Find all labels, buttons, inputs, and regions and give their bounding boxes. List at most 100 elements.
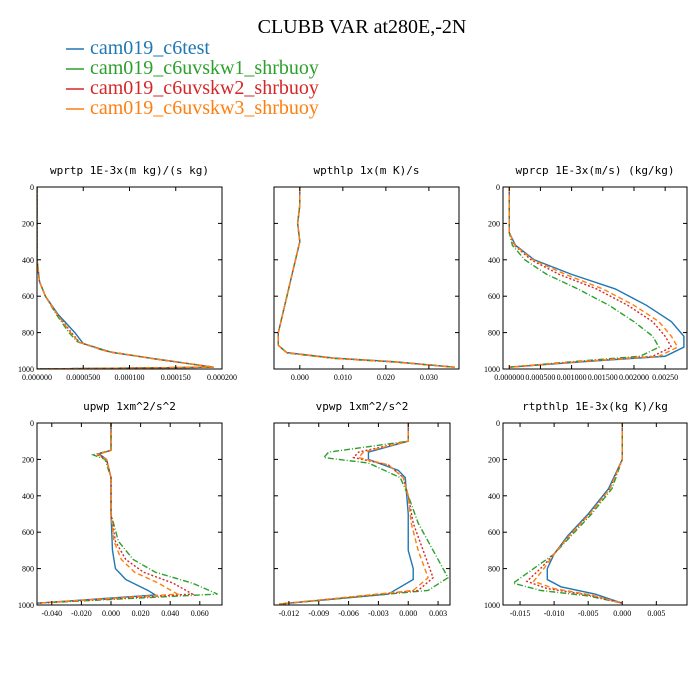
y-tick-label: 600	[22, 528, 34, 537]
series-line	[278, 423, 449, 605]
axis-frame	[273, 422, 451, 606]
y-tick-label: 200	[22, 219, 34, 228]
legend-entry: cam019_c6uvskw3_shrbuoy	[90, 97, 319, 119]
legend-entry: cam019_c6uvskw1_shrbuoy	[90, 57, 319, 79]
x-tick-label: 0.000	[102, 609, 120, 618]
y-tick-label: 800	[22, 329, 34, 338]
legend-entry: cam019_c6test	[90, 37, 210, 59]
y-tick-label: 600	[22, 292, 34, 301]
x-tick-label: -0.006	[338, 609, 359, 618]
x-tick-label: 0.000000	[494, 373, 524, 382]
series-line	[508, 187, 679, 368]
x-tick-label: -0.005	[578, 609, 599, 618]
y-tick-label: 1000	[484, 365, 500, 374]
series-line	[37, 423, 195, 604]
y-tick-label: 1000	[18, 365, 34, 374]
x-tick-label: 0.002000	[619, 373, 649, 382]
y-tick-label: 400	[488, 492, 500, 501]
y-tick-label: 1000	[484, 601, 500, 610]
x-tick-label: 0.000	[613, 609, 631, 618]
y-tick-label: 400	[488, 256, 500, 265]
axis-frame	[36, 186, 223, 370]
x-tick-label: 0.001000	[557, 373, 587, 382]
y-tick-label: 200	[22, 455, 34, 464]
series-line	[508, 187, 660, 368]
x-tick-label: 0.000100	[115, 373, 145, 382]
y-tick-label: 800	[488, 565, 500, 574]
axis-frame	[502, 186, 688, 370]
x-tick-label: -0.020	[71, 609, 92, 618]
series-line	[37, 423, 218, 604]
series-line	[511, 423, 623, 604]
x-tick-label: -0.010	[544, 609, 565, 618]
series-line	[278, 423, 434, 605]
x-tick-label: 0.000150	[161, 373, 191, 382]
x-tick-label: -0.003	[368, 609, 389, 618]
axis-frame	[36, 422, 223, 606]
x-tick-label: 0.040	[161, 609, 179, 618]
series-line	[532, 423, 623, 604]
y-tick-label: 400	[22, 256, 34, 265]
panel: wpthlp 1x(m K)/s 0.000 0.010 0.020 0.030	[273, 164, 460, 382]
panel-title: vpwp 1xm^2/s^2	[316, 400, 409, 413]
panel: wprcp 1E-3x(m/s) (kg/kg) 0.000000 0.000500…	[484, 164, 688, 382]
y-tick-label: 400	[22, 492, 34, 501]
series-line	[277, 187, 455, 368]
series-line	[525, 423, 623, 604]
y-tick-label: 200	[488, 219, 500, 228]
y-tick-label: 0	[30, 183, 34, 192]
legend: cam019_c6testcam019_c6uvskw1_shrbuoycam0…	[66, 37, 319, 119]
y-tick-label: 600	[488, 528, 500, 537]
x-tick-label: 0.000	[291, 373, 309, 382]
x-tick-label: 0.003	[429, 609, 447, 618]
figure-title: CLUBB VAR at280E,-2N	[258, 16, 467, 38]
x-tick-label: 0.000200	[207, 373, 237, 382]
y-tick-label: 800	[22, 565, 34, 574]
series-line	[37, 187, 214, 369]
y-tick-label: 200	[488, 455, 500, 464]
series-line	[277, 187, 455, 368]
series-line	[277, 187, 455, 368]
series-line	[278, 423, 414, 605]
x-tick-label: -0.009	[308, 609, 329, 618]
series-line	[278, 423, 429, 605]
series-line	[508, 187, 685, 368]
panel: wprtp 1E-3x(m kg)/(s kg) 0.000000 0.000050…	[18, 164, 237, 382]
y-tick-label: 600	[488, 292, 500, 301]
panel-title: rtpthlp 1E-3x(kg K)/kg	[522, 400, 668, 413]
series-line	[546, 423, 623, 604]
axis-frame	[502, 422, 688, 606]
axis-frame	[273, 186, 460, 370]
x-tick-label: 0.000	[399, 609, 417, 618]
x-tick-label: 0.0000500	[66, 373, 100, 382]
x-tick-label: -0.015	[510, 609, 531, 618]
panel-title: wprcp 1E-3x(m/s) (kg/kg)	[516, 164, 675, 177]
y-tick-label: 1000	[18, 601, 34, 610]
x-tick-label: -0.012	[279, 609, 300, 618]
x-tick-label: 0.020	[377, 373, 395, 382]
panel: vpwp 1xm^2/s^2 -0.012 -0.009 -0.006 -0.003 0.…	[273, 400, 451, 618]
legend-entry: cam019_c6uvskw2_shrbuoy	[90, 77, 319, 99]
x-tick-label: 0.000000	[22, 373, 52, 382]
series-line	[37, 187, 214, 369]
x-tick-label: 0.030	[420, 373, 438, 382]
panel: rtpthlp 1E-3x(kg K)/kg -0.015 -0.010 -0.005…	[484, 400, 688, 618]
x-tick-label: 0.000500	[525, 373, 555, 382]
y-tick-label: 0	[30, 419, 34, 428]
panel-title: upwp 1xm^2/s^2	[83, 400, 176, 413]
x-tick-label: 0.00250	[652, 373, 678, 382]
series-line	[508, 187, 673, 368]
y-tick-label: 0	[496, 419, 500, 428]
x-tick-label: 0.020	[132, 609, 150, 618]
x-tick-label: -0.040	[41, 609, 62, 618]
y-tick-label: 0	[496, 183, 500, 192]
y-tick-label: 800	[488, 329, 500, 338]
x-tick-label: 0.060	[191, 609, 209, 618]
series-line	[37, 187, 214, 369]
series-line	[37, 423, 158, 604]
series-line	[277, 187, 455, 368]
panel-title: wpthlp 1x(m K)/s	[314, 164, 420, 177]
series-line	[37, 187, 214, 369]
series-line	[37, 423, 180, 604]
